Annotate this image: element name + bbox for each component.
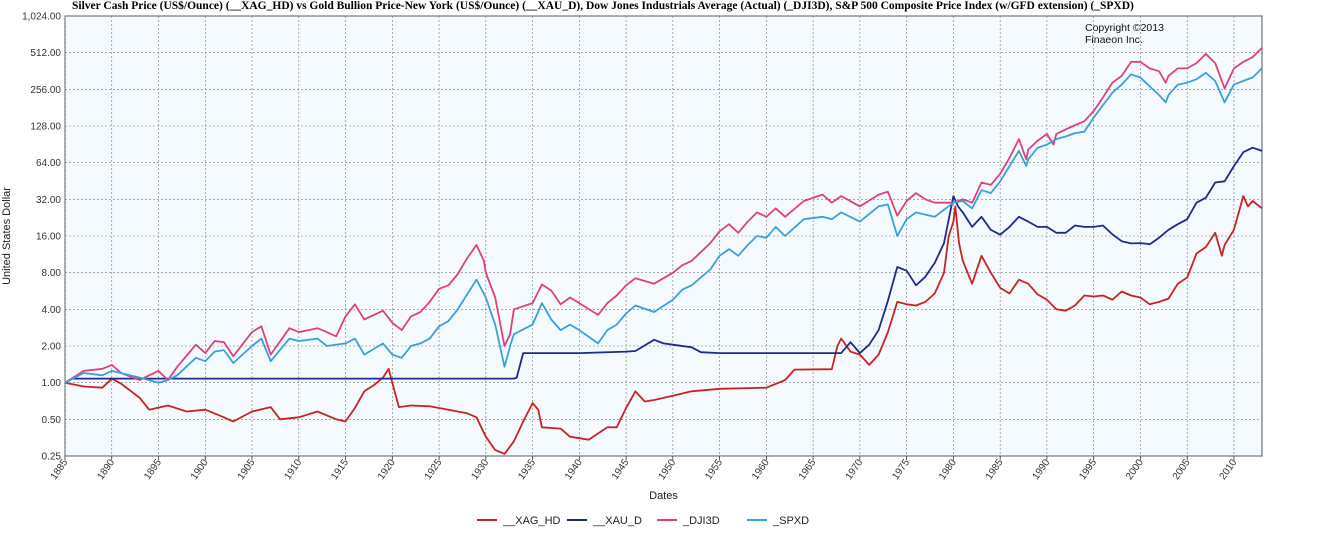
x-tick-label: 1975	[890, 457, 912, 482]
y-tick-label: 1,024.00	[22, 12, 61, 23]
x-tick-label: 1955	[703, 457, 725, 482]
series-line-dji3d	[64, 47, 1263, 384]
x-tick-label: 1965	[797, 457, 819, 482]
x-tick-label: 1890	[95, 457, 117, 482]
x-tick-label: 1940	[563, 457, 585, 482]
x-axis-label: Dates	[649, 490, 678, 502]
x-tick-label: 1930	[470, 457, 492, 482]
y-tick-label: 32.00	[36, 195, 61, 206]
x-tick-label: 1900	[189, 457, 211, 482]
series-lines	[64, 47, 1263, 455]
grid	[64, 15, 1262, 457]
x-tick-label: 1945	[610, 457, 632, 482]
series-line-xaghd	[64, 195, 1263, 455]
x-tick-label: 2010	[1218, 457, 1240, 482]
y-tick-label: 4.00	[42, 305, 62, 316]
x-tick-label: 1950	[657, 457, 679, 482]
legend-label: __XAU_D	[592, 515, 642, 527]
copyright-line-1: Copyright ©2013	[1085, 22, 1164, 34]
x-tick-label: 1935	[516, 457, 538, 482]
y-tick-label: 16.00	[36, 232, 61, 243]
copyright-line-2: Finaeon Inc.	[1085, 34, 1143, 46]
y-tick-label: 512.00	[30, 48, 61, 59]
x-tick-label: 1920	[376, 457, 398, 482]
x-tick-label: 2005	[1171, 457, 1193, 482]
y-tick-label: 8.00	[42, 268, 62, 279]
x-tick-label: 1925	[423, 457, 445, 482]
y-tick-label: 0.50	[42, 415, 62, 426]
legend: __XAG_HD __XAU_D _DJI3D _SPXD	[477, 515, 809, 527]
chart-title: Silver Cash Price (US$/Ounce) (__XAG_HD)…	[72, 0, 1134, 12]
y-tick-label: 256.00	[30, 85, 61, 96]
x-tick-label: 2000	[1124, 457, 1146, 482]
x-tick-label: 1895	[142, 457, 164, 482]
y-tick-label: 2.00	[42, 342, 62, 353]
x-tick-label: 1960	[750, 457, 772, 482]
x-axis: 1885 1890 1895 1900 1905 1910 1915 1920 1925 1930…	[49, 456, 1240, 482]
x-tick-label: 1995	[1077, 457, 1099, 482]
y-axis: 0.25 0.50 1.00 2.00 4.00 8.00 16.00 32.00 64.00 1…	[22, 12, 61, 463]
series-line-xaud	[64, 146, 1263, 384]
series-line-spxd	[64, 67, 1263, 384]
x-tick-label: 1910	[282, 457, 304, 482]
y-axis-label: United States Dollar	[1, 187, 13, 285]
x-tick-label: 1915	[329, 457, 351, 482]
legend-label: __XAG_HD	[502, 515, 561, 527]
y-tick-label: 0.25	[42, 452, 62, 463]
legend-label: _SPXD	[772, 515, 809, 527]
y-tick-label: 128.00	[30, 122, 61, 133]
x-tick-label: 1985	[984, 457, 1006, 482]
x-tick-label: 1905	[236, 457, 258, 482]
legend-label: _DJI3D	[682, 515, 720, 527]
x-tick-label: 1980	[937, 457, 959, 482]
x-tick-label: 1990	[1031, 457, 1053, 482]
y-tick-label: 64.00	[36, 158, 61, 169]
x-tick-label: 1970	[844, 457, 866, 482]
y-tick-label: 1.00	[42, 378, 62, 389]
